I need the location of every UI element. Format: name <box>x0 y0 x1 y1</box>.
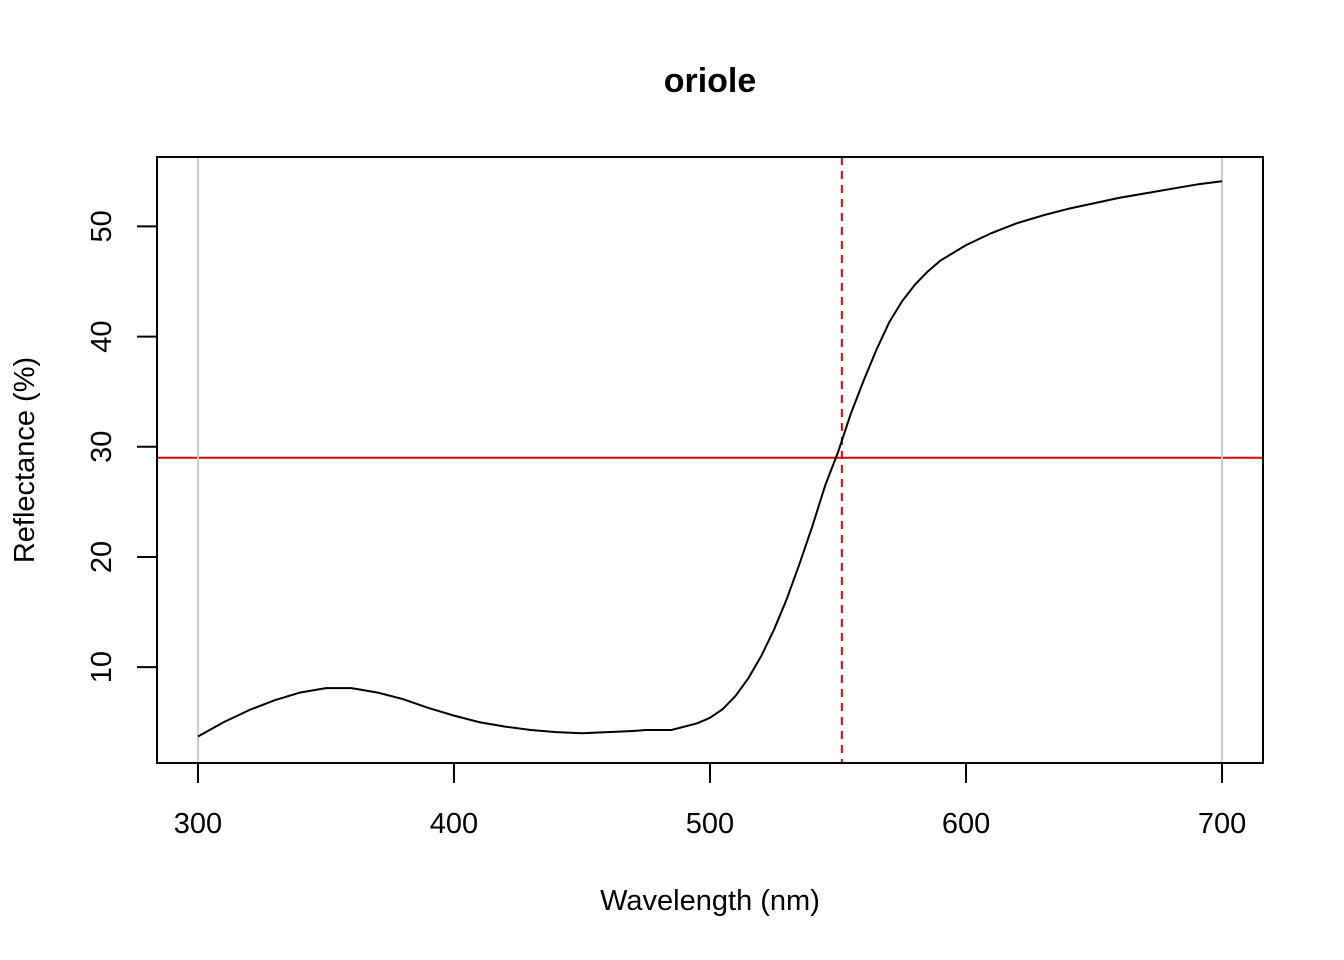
y-tick-label-10: 10 <box>86 651 118 683</box>
x-tick-label-300: 300 <box>174 808 222 840</box>
chart-title: oriole <box>664 62 757 100</box>
y-axis: 10 20 30 40 50 <box>86 210 158 683</box>
plot-frame <box>156 156 1264 764</box>
reference-lines <box>157 157 1263 763</box>
x-axis: 300 400 500 600 700 <box>174 762 1246 840</box>
data-series-layer <box>197 180 1223 738</box>
y-axis-label: Reflectance (%) <box>9 357 41 563</box>
series-line-0 <box>197 180 1223 738</box>
y-tick-label-30: 30 <box>86 431 118 463</box>
x-tick-label-400: 400 <box>430 808 478 840</box>
x-tick-label-600: 600 <box>942 808 990 840</box>
x-tick-label-500: 500 <box>686 808 734 840</box>
y-tick-label-50: 50 <box>86 210 118 242</box>
y-tick-label-20: 20 <box>86 541 118 573</box>
y-tick-label-40: 40 <box>86 320 118 352</box>
x-tick-label-700: 700 <box>1198 808 1246 840</box>
x-axis-label: Wavelength (nm) <box>600 885 820 917</box>
